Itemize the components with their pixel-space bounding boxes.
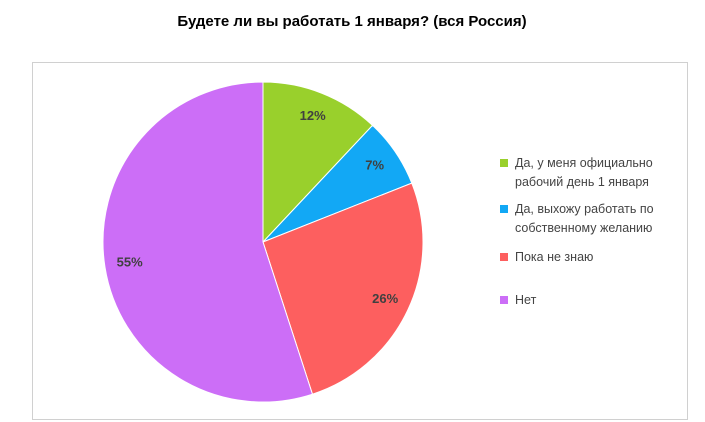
data-label: 26% xyxy=(372,291,398,306)
legend-entry: Нет xyxy=(500,291,685,310)
pie-slice xyxy=(102,81,314,403)
chart-title: Будете ли вы работать 1 января? (вся Рос… xyxy=(177,13,526,30)
pie-slice xyxy=(262,182,424,395)
legend-label: Пока не знаю xyxy=(515,250,594,264)
legend-entry: Пока не знаю xyxy=(500,248,685,267)
data-label: 12% xyxy=(300,108,326,123)
data-label: 55% xyxy=(117,255,143,270)
legend-swatch xyxy=(500,296,508,304)
legend: Да, у меня официально рабочий день 1 янв… xyxy=(500,154,685,310)
legend-entry: Да, у меня официально рабочий день 1 янв… xyxy=(500,154,685,192)
legend-label: Да, у меня официально рабочий день 1 янв… xyxy=(515,156,653,189)
data-label: 7% xyxy=(365,158,384,173)
chart-frame xyxy=(32,62,688,420)
legend-swatch xyxy=(500,159,508,167)
legend-swatch xyxy=(500,205,508,213)
legend-entry: Да, выхожу работать по собственному жела… xyxy=(500,200,685,238)
legend-label: Нет xyxy=(515,293,537,307)
legend-label: Да, выхожу работать по собственному жела… xyxy=(515,202,654,235)
legend-swatch xyxy=(500,253,508,261)
pie-slice xyxy=(262,81,374,244)
